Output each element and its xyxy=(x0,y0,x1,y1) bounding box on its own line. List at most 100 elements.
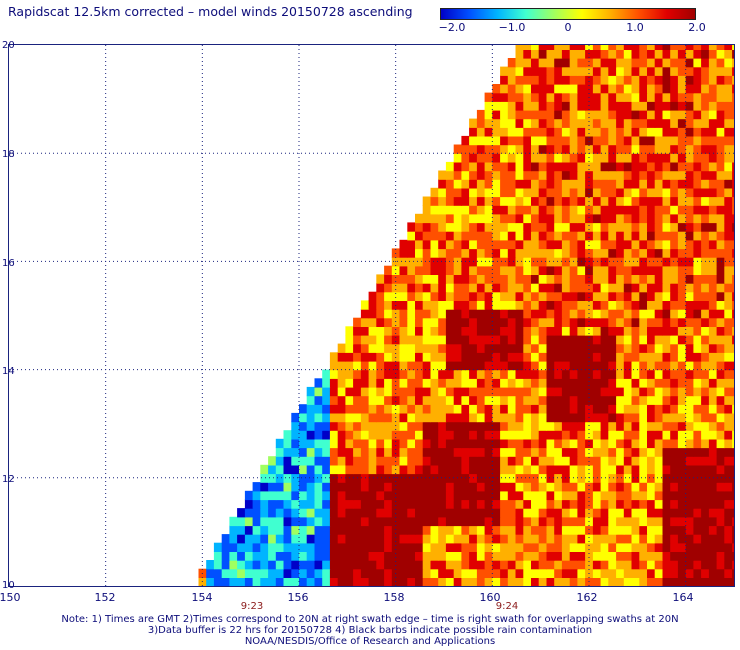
map-cell xyxy=(600,92,609,102)
map-cell xyxy=(291,560,300,570)
map-cell xyxy=(577,447,586,457)
map-cell xyxy=(515,283,524,293)
map-cell xyxy=(716,456,725,466)
map-cell xyxy=(654,222,663,232)
map-cell xyxy=(639,430,648,440)
map-cell xyxy=(368,482,377,492)
map-cell xyxy=(554,196,563,206)
map-cell xyxy=(515,213,524,224)
map-cell xyxy=(569,326,578,336)
map-cell xyxy=(670,534,679,544)
map-cell xyxy=(561,170,571,180)
map-cell xyxy=(654,265,663,275)
map-cell xyxy=(422,248,431,258)
map-cell xyxy=(469,231,478,241)
map-cell xyxy=(577,101,586,111)
map-cell xyxy=(677,257,687,267)
map-cell xyxy=(461,456,470,466)
map-cell xyxy=(708,231,718,241)
map-cell xyxy=(407,265,416,275)
map-cell xyxy=(384,490,393,501)
map-cell xyxy=(229,525,238,535)
map-cell xyxy=(445,412,455,423)
map-cell xyxy=(252,490,261,501)
map-cell xyxy=(546,161,555,172)
map-cell xyxy=(631,187,640,198)
map-cell xyxy=(716,187,725,198)
map-cell xyxy=(623,352,633,362)
map-cell xyxy=(693,343,702,353)
map-cell xyxy=(306,534,315,544)
map-cell xyxy=(445,438,455,449)
map-cell xyxy=(592,490,602,501)
map-cell xyxy=(662,248,671,258)
map-cell xyxy=(407,300,416,310)
map-cell xyxy=(384,369,393,379)
map-cell xyxy=(708,421,718,431)
map-cell xyxy=(693,412,702,423)
map-cell xyxy=(430,317,439,327)
map-cell xyxy=(376,395,385,405)
map-cell xyxy=(507,568,517,578)
map-cell xyxy=(507,551,517,561)
map-cell xyxy=(415,560,424,570)
map-cell xyxy=(523,464,532,475)
map-cell xyxy=(484,412,493,423)
map-cell xyxy=(329,360,339,371)
map-cell xyxy=(430,499,439,509)
map-cell xyxy=(546,291,555,301)
map-cell xyxy=(515,187,524,198)
map-cell xyxy=(685,170,694,180)
map-cell xyxy=(531,248,540,258)
map-cell xyxy=(500,222,509,232)
map-cell xyxy=(561,144,571,154)
map-cell xyxy=(538,257,547,267)
map-cell xyxy=(206,577,215,586)
map-cell xyxy=(701,213,710,224)
map-cell xyxy=(724,560,733,570)
map-cell xyxy=(453,369,462,379)
map-cell xyxy=(554,222,563,232)
map-cell xyxy=(484,421,493,431)
map-cell xyxy=(476,508,486,518)
map-cell xyxy=(647,525,656,535)
map-cell xyxy=(561,577,571,586)
map-cell xyxy=(430,300,439,310)
map-cell xyxy=(585,430,594,440)
map-cell xyxy=(631,343,640,353)
map-cell xyxy=(716,464,725,475)
map-cell xyxy=(546,577,555,586)
map-cell xyxy=(430,360,439,371)
map-cell xyxy=(507,101,517,111)
map-cell xyxy=(415,326,424,336)
map-cell xyxy=(461,274,470,284)
map-cell xyxy=(415,378,424,388)
map-cell xyxy=(337,343,346,353)
map-cell xyxy=(415,534,424,544)
map-cell xyxy=(484,170,493,180)
map-cell xyxy=(438,499,447,509)
map-cell xyxy=(631,534,640,544)
map-cell xyxy=(322,438,331,449)
map-cell xyxy=(623,456,633,466)
map-cell xyxy=(399,274,408,284)
map-cell xyxy=(523,222,532,232)
map-cell xyxy=(430,291,439,301)
map-cell xyxy=(569,542,578,552)
map-cell xyxy=(623,45,633,50)
map-cell xyxy=(415,473,424,483)
map-cell xyxy=(469,326,478,336)
map-cell xyxy=(608,343,617,353)
map-cell xyxy=(716,283,725,293)
map-cell xyxy=(469,153,478,163)
map-cell xyxy=(507,508,517,518)
map-cell xyxy=(523,170,532,180)
map-cell xyxy=(732,309,734,319)
map-cell xyxy=(275,490,285,501)
map-cell xyxy=(685,335,694,345)
map-cell xyxy=(631,222,640,232)
map-cell xyxy=(701,482,710,492)
map-cell xyxy=(445,568,455,578)
map-cell xyxy=(399,326,408,336)
map-cell xyxy=(415,386,424,397)
